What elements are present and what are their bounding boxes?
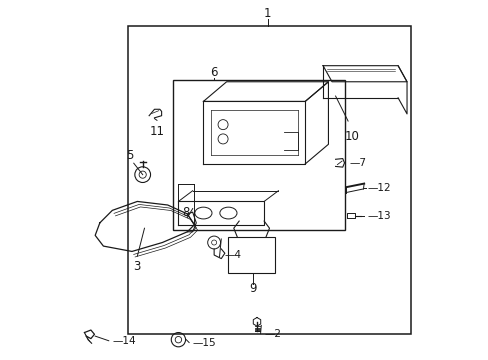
Text: —7: —7 <box>349 158 366 168</box>
Text: 10: 10 <box>344 130 358 143</box>
Text: —4: —4 <box>224 250 242 260</box>
Text: 5: 5 <box>126 149 134 162</box>
Bar <box>173 80 344 230</box>
Text: —13: —13 <box>367 211 390 221</box>
Text: 6: 6 <box>210 66 218 79</box>
Text: 8: 8 <box>182 206 189 219</box>
Bar <box>128 26 410 334</box>
Text: —14: —14 <box>112 336 136 346</box>
Text: 11: 11 <box>149 125 164 138</box>
Text: —12: —12 <box>367 183 390 193</box>
Text: —15: —15 <box>192 338 216 347</box>
Text: 9: 9 <box>249 282 257 295</box>
Text: 1: 1 <box>264 8 271 21</box>
Bar <box>228 237 274 273</box>
Text: 3: 3 <box>133 260 141 273</box>
Text: —2: —2 <box>264 329 281 339</box>
